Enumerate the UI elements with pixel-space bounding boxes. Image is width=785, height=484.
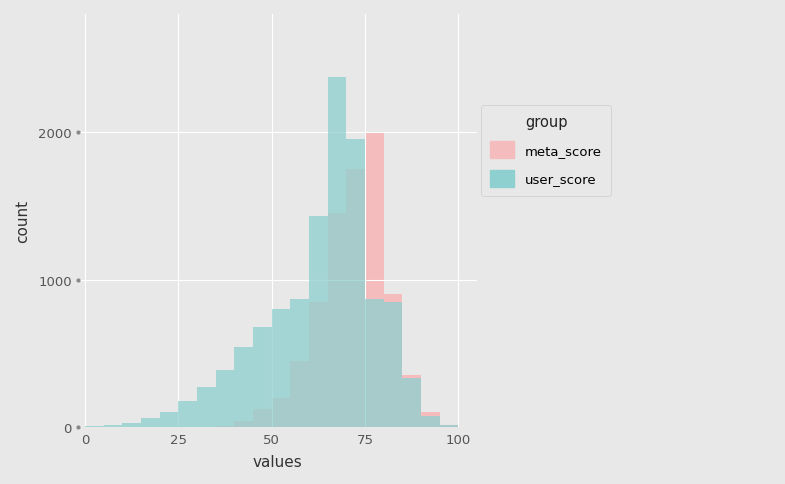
Bar: [216, 370, 235, 427]
Bar: [328, 214, 346, 427]
Bar: [216, 426, 235, 427]
Bar: [122, 423, 141, 427]
Bar: [309, 302, 328, 427]
Bar: [440, 425, 458, 427]
Bar: [328, 78, 346, 427]
Y-axis label: count: count: [15, 199, 30, 242]
Bar: [403, 376, 421, 427]
Bar: [290, 299, 309, 427]
Bar: [384, 295, 403, 427]
Bar: [403, 378, 421, 427]
Legend: meta_score, user_score: meta_score, user_score: [481, 106, 611, 197]
Bar: [346, 169, 365, 427]
Bar: [440, 425, 458, 427]
Bar: [85, 426, 104, 427]
Bar: [253, 409, 272, 427]
Bar: [104, 425, 122, 427]
Bar: [159, 412, 178, 427]
Bar: [365, 299, 384, 427]
Bar: [178, 401, 197, 427]
Bar: [421, 416, 440, 427]
Bar: [197, 387, 216, 427]
Bar: [272, 398, 290, 427]
Bar: [421, 412, 440, 427]
Bar: [141, 418, 159, 427]
Bar: [365, 133, 384, 427]
Bar: [272, 309, 290, 427]
Bar: [384, 302, 403, 427]
X-axis label: values: values: [253, 454, 302, 469]
Bar: [309, 217, 328, 427]
Bar: [235, 422, 253, 427]
Bar: [290, 361, 309, 427]
Bar: [235, 348, 253, 427]
Bar: [253, 327, 272, 427]
Bar: [346, 140, 365, 427]
